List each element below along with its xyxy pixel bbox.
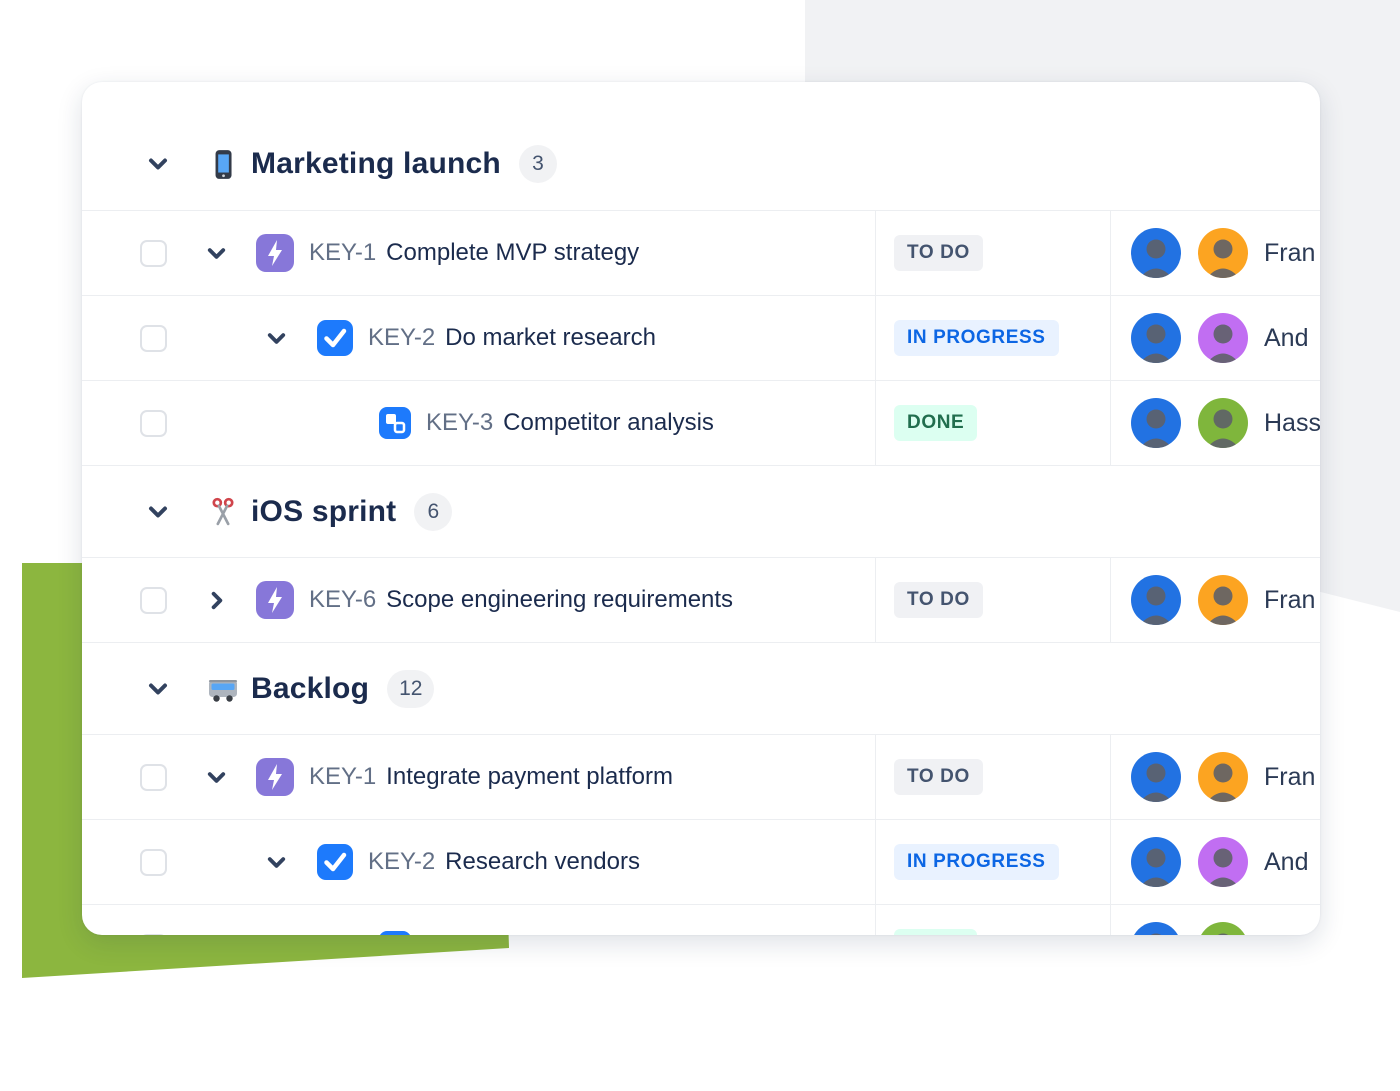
issue-title[interactable]: Complete MVP strategy (386, 239, 640, 266)
assignee-name: Fran (1264, 762, 1316, 791)
chevron-down-icon[interactable] (264, 851, 288, 874)
group-title: Backlog (251, 671, 370, 705)
issue-key: KEY-3 (426, 933, 493, 935)
issue-row[interactable]: KEY-2 Do market research IN PROGRESS And (82, 296, 1320, 381)
avatar[interactable] (1198, 575, 1248, 625)
assignee-name: Fran (1264, 585, 1316, 614)
issue-title[interactable]: Do market research (445, 324, 656, 351)
subtask-icon (379, 407, 411, 439)
issues-panel: Marketing launch 3 KEY-1 Complete MVP st… (82, 82, 1320, 935)
issue-row[interactable]: KEY-3 Competitor analysis DONE Hass (82, 905, 1320, 935)
avatar[interactable] (1198, 752, 1248, 802)
row-checkbox[interactable] (140, 763, 167, 791)
issue-title[interactable]: Competitor analysis (503, 933, 714, 935)
chevron-right-icon[interactable] (204, 589, 228, 612)
task-icon (317, 320, 353, 356)
issue-title[interactable]: Scope engineering requirements (386, 586, 734, 613)
assignee-name: Hass (1264, 933, 1320, 936)
status-badge[interactable]: DONE (894, 929, 978, 935)
assignee-name: And (1264, 847, 1309, 876)
assignee-name: Fran (1264, 238, 1316, 267)
row-checkbox[interactable] (140, 933, 167, 935)
epic-icon (256, 581, 294, 619)
status-badge[interactable]: TO DO (894, 235, 983, 271)
issue-row[interactable]: KEY-1 Integrate payment platform TO DO F… (82, 735, 1320, 820)
issue-key: KEY-2 (368, 848, 436, 875)
chevron-down-icon[interactable] (145, 677, 171, 701)
status-badge[interactable]: TO DO (894, 759, 983, 795)
avatar[interactable] (1131, 228, 1181, 278)
issue-title[interactable]: Competitor analysis (503, 409, 714, 436)
assignee-name: And (1264, 323, 1309, 352)
status-badge[interactable]: DONE (894, 405, 978, 441)
issue-row[interactable]: KEY-3 Competitor analysis DONE Hass (82, 381, 1320, 466)
avatar[interactable] (1131, 313, 1181, 363)
row-checkbox[interactable] (140, 848, 167, 876)
issue-key: KEY-1 (309, 239, 377, 266)
chevron-down-icon[interactable] (204, 242, 228, 265)
group-header-ios-sprint[interactable]: iOS sprint 6 (82, 466, 1320, 558)
group-title: iOS sprint (251, 494, 397, 528)
issue-key: KEY-3 (426, 409, 494, 436)
avatar[interactable] (1131, 575, 1181, 625)
issue-key: KEY-1 (309, 763, 377, 790)
group-header-marketing-launch[interactable]: Marketing launch 3 (82, 82, 1320, 211)
issue-row[interactable]: KEY-2 Research vendors IN PROGRESS And (82, 820, 1320, 905)
subtask-icon (379, 931, 411, 935)
scissors-emoji-icon (205, 496, 241, 528)
issue-count-badge: 3 (518, 145, 557, 183)
bus-emoji-icon (205, 674, 241, 704)
avatar[interactable] (1198, 398, 1248, 448)
status-badge[interactable]: TO DO (894, 582, 983, 618)
avatar[interactable] (1131, 398, 1181, 448)
task-icon (317, 844, 353, 880)
row-checkbox[interactable] (140, 409, 167, 437)
avatar[interactable] (1131, 837, 1181, 887)
issue-count-badge: 12 (387, 669, 435, 708)
avatar[interactable] (1198, 313, 1248, 363)
issue-key: KEY-6 (309, 586, 377, 613)
status-badge[interactable]: IN PROGRESS (894, 844, 1059, 880)
issue-row[interactable]: KEY-1 Complete MVP strategy TO DO Fran (82, 211, 1320, 296)
phone-emoji-icon (205, 148, 241, 180)
avatar[interactable] (1198, 837, 1248, 887)
epic-icon (256, 234, 294, 272)
chevron-down-icon[interactable] (204, 766, 228, 789)
group-title: Marketing launch (251, 147, 501, 180)
row-checkbox[interactable] (140, 239, 167, 267)
assignee-name: Hass (1264, 408, 1320, 437)
issue-title[interactable]: Research vendors (445, 848, 640, 875)
status-badge[interactable]: IN PROGRESS (894, 320, 1059, 356)
chevron-down-icon[interactable] (145, 152, 171, 176)
row-checkbox[interactable] (140, 586, 167, 614)
chevron-down-icon[interactable] (145, 500, 171, 524)
epic-icon (256, 758, 294, 796)
avatar[interactable] (1131, 752, 1181, 802)
issue-key: KEY-2 (368, 324, 436, 351)
issue-title[interactable]: Integrate payment platform (386, 763, 673, 790)
group-header-backlog[interactable]: Backlog 12 (82, 643, 1320, 735)
avatar[interactable] (1198, 228, 1248, 278)
issue-count-badge: 6 (414, 492, 453, 531)
avatar[interactable] (1198, 922, 1248, 935)
row-checkbox[interactable] (140, 324, 167, 352)
chevron-down-icon[interactable] (264, 327, 288, 350)
issue-row[interactable]: KEY-6 Scope engineering requirements TO … (82, 558, 1320, 643)
avatar[interactable] (1131, 922, 1181, 935)
